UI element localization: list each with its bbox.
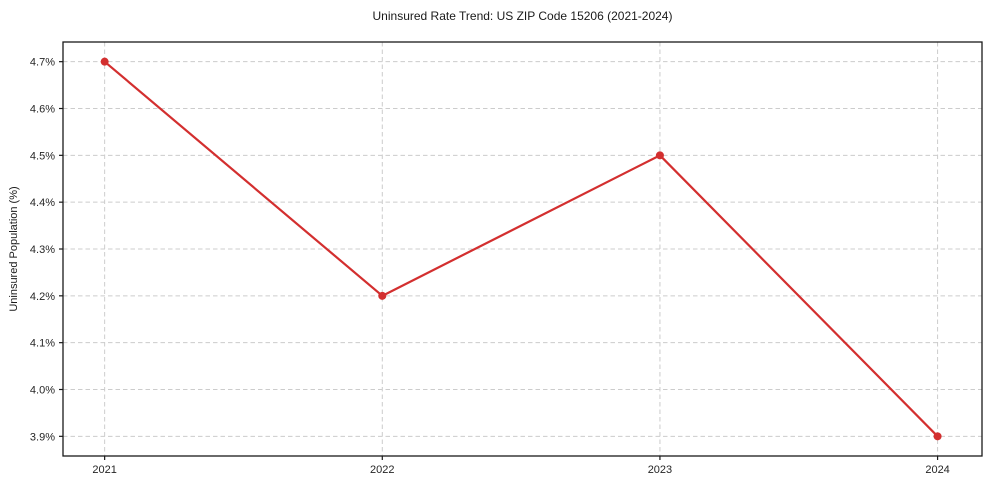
y-tick-label: 4.7% <box>30 57 55 69</box>
x-tick-label: 2024 <box>925 464 949 476</box>
y-tick-label: 4.5% <box>30 150 55 162</box>
y-tick-label: 4.0% <box>30 384 55 396</box>
x-tick-label: 2021 <box>92 464 116 476</box>
y-tick-label: 4.6% <box>30 104 55 116</box>
y-tick-label: 3.9% <box>30 431 55 443</box>
chart-title: Uninsured Rate Trend: US ZIP Code 15206 … <box>372 9 673 23</box>
y-tick-label: 4.1% <box>30 338 55 350</box>
data-point-2021 <box>100 57 109 66</box>
trend-line <box>103 60 939 438</box>
y-tick-label: 4.3% <box>30 244 55 256</box>
data-point-2022 <box>378 291 387 300</box>
data-point-2023 <box>655 151 664 160</box>
y-tick-label: 4.4% <box>30 197 55 209</box>
x-tick-label: 2023 <box>648 464 672 476</box>
y-tick-label: 4.2% <box>30 291 55 303</box>
data-point-2024 <box>933 432 942 441</box>
x-tick-label: 2022 <box>370 464 394 476</box>
